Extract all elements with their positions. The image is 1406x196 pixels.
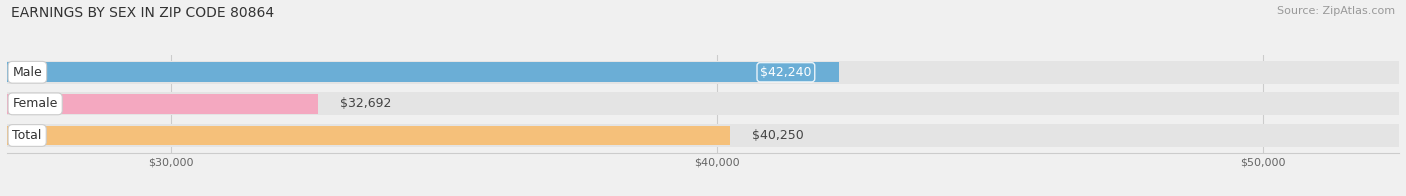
Text: Female: Female — [13, 97, 58, 110]
Bar — [7, 63, 839, 82]
Bar — [7, 61, 1399, 84]
Text: Total: Total — [13, 129, 42, 142]
Bar — [7, 93, 1399, 115]
Bar — [7, 126, 730, 145]
Text: $40,250: $40,250 — [752, 129, 804, 142]
Text: $42,240: $42,240 — [761, 66, 811, 79]
Bar — [7, 124, 1399, 147]
Bar — [7, 94, 318, 114]
Text: $32,692: $32,692 — [340, 97, 391, 110]
Text: Male: Male — [13, 66, 42, 79]
Text: Source: ZipAtlas.com: Source: ZipAtlas.com — [1277, 6, 1395, 16]
Text: EARNINGS BY SEX IN ZIP CODE 80864: EARNINGS BY SEX IN ZIP CODE 80864 — [11, 6, 274, 20]
